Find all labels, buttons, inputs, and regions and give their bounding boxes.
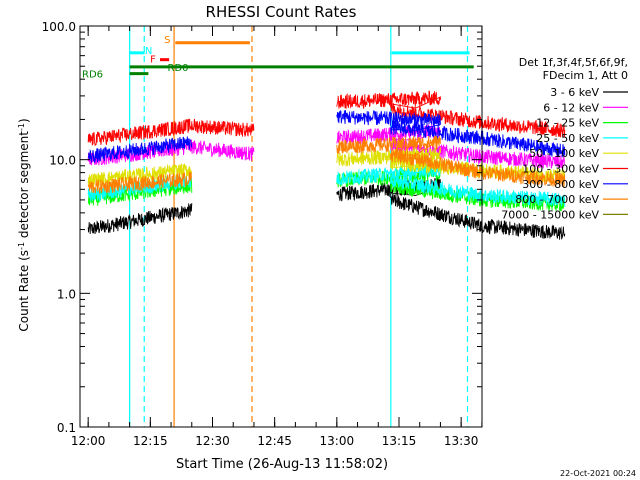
y-axis-label-sup2: -1 [17,123,26,131]
series-line-0-a [87,203,193,235]
x-axis-label: Start Time (26-Aug-13 11:58:02) [176,457,388,472]
x-tick-label-5: 13:15 [382,434,417,448]
flag-label-5: RD6 [82,70,103,81]
series-line-7-a [87,171,193,195]
axes: 0.1 1.0 10.0 100.0 12:00 12:15 12:30 12:45 13:00… [42,20,483,448]
y-tick-label-1: 1.0 [57,287,76,301]
legend-entry-label-3: 25 - 50 keV [536,132,599,145]
series-3-6-keV [87,203,193,235]
y-axis-label: Count Rate (s-1 detector segment-1) [17,118,32,331]
flag-label-0: S [164,35,170,46]
legend-header-0: Det 1f,3f,4f,5f,6f,9f, [519,56,628,69]
x-tick-label-1: 12:15 [133,434,168,448]
series-line-0-b [336,176,566,240]
series-300-800-keV [336,110,566,158]
legend-entry-label-7: 800 - 7000 keV [515,193,599,206]
series-line-6-a [87,136,193,163]
series-line-4-a [87,163,193,188]
y-tick-label-0: 0.1 [57,421,76,435]
plot-area: S NF RD0 RD6 [82,26,566,427]
y-tick-label-3: 100.0 [42,20,76,34]
series-line-6-b [336,110,566,158]
plot-frame [79,25,483,428]
legend-entry-label-8: 7000 - 15000 keV [501,208,599,221]
series-50-100-keV [87,163,193,188]
series-25-50-keV [336,161,566,207]
y-tick-label-2: 10.0 [49,154,76,168]
x-tick-label-4: 13:00 [320,434,355,448]
timestamp: 22-Oct-2021 00:24 [560,469,636,478]
legend: Det 1f,3f,4f,5f,6f,9f,FDecim 1, Att 0 3 -… [501,56,628,221]
series-800-7000-keV [87,171,193,195]
legend-entry-label-4: 50 - 100 keV [529,147,599,160]
series-300-800-keV [87,136,193,163]
legend-entry-label-1: 6 - 12 keV [543,101,599,114]
y-axis-label-sup1: -1 [17,242,26,250]
flag-label-3: F [150,55,156,66]
x-tick-label-6: 13:30 [444,434,479,448]
x-tick-label-3: 12:45 [257,434,292,448]
y-axis-label-mid: detector segment [17,131,31,242]
legend-entry-label-0: 3 - 6 keV [550,86,599,99]
legend-header-1: FDecim 1, Att 0 [543,69,628,82]
series-line-3-b [336,161,566,207]
legend-entry-label-6: 300 - 800 keV [522,178,599,191]
legend-entry-label-5: 100 - 300 keV [522,163,599,176]
x-tick-label-2: 12:30 [195,434,230,448]
flag-label-1: N [145,46,152,57]
series-100-300-keV [87,118,255,147]
y-axis-label-main: Count Rate (s [17,250,31,332]
series-3-6-keV [336,176,566,240]
flag-label-4: RD0 [168,63,189,74]
y-axis-label-end: ) [17,118,31,123]
series-line-5-a [87,118,255,147]
chart-title: RHESSI Count Rates [206,3,357,21]
series-800-7000-keV [336,135,566,188]
series-line-7-b [336,135,566,188]
legend-entry-label-2: 12 - 25 keV [536,117,599,130]
x-tick-label-0: 12:00 [71,434,106,448]
